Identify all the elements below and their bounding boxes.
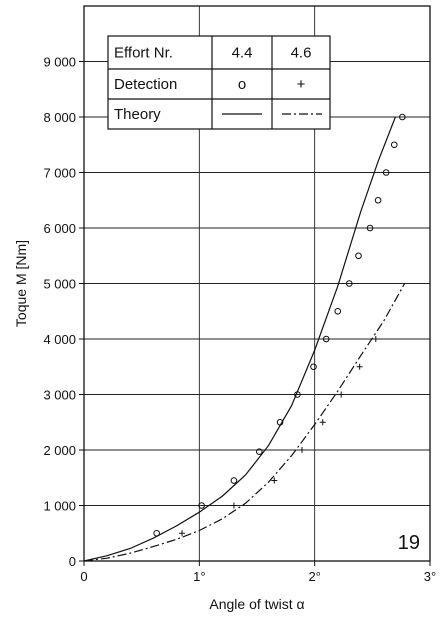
legend-detection-symbol-2: + bbox=[297, 76, 306, 93]
legend-box bbox=[107, 35, 331, 130]
theory-curve-solid bbox=[83, 116, 396, 562]
data-points bbox=[153, 113, 406, 537]
point-circle bbox=[366, 224, 374, 232]
y-tick-label: 3 000 bbox=[43, 388, 76, 403]
y-tick-label: 0 bbox=[69, 554, 76, 569]
legend-detection-symbol-1: o bbox=[238, 76, 246, 93]
y-tick-label: 4 000 bbox=[43, 332, 76, 347]
legend-header-effort: Effort Nr. bbox=[114, 45, 173, 62]
x-tick-label: 0 bbox=[80, 569, 87, 584]
point-circle bbox=[230, 477, 238, 484]
legend-theory-label: Theory bbox=[114, 106, 161, 123]
x-axis-label: Angle of twist α bbox=[209, 596, 304, 612]
legend-header-effort-2: 4.6 bbox=[291, 45, 312, 62]
point-circle bbox=[334, 307, 342, 315]
y-tick-label: 2 000 bbox=[43, 443, 76, 458]
point-circle bbox=[153, 529, 160, 537]
point-circle bbox=[294, 391, 301, 398]
point-circle bbox=[276, 418, 284, 426]
y-tick-label: 5 000 bbox=[43, 277, 76, 292]
point-circle bbox=[390, 141, 398, 149]
legend-header-effort-1: 4.4 bbox=[232, 45, 253, 62]
x-tick-label: 2° bbox=[308, 569, 320, 584]
point-plus bbox=[356, 363, 363, 370]
point-plus bbox=[271, 477, 278, 484]
point-plus bbox=[338, 391, 345, 398]
y-tick-label: 9 000 bbox=[43, 55, 76, 70]
point-circle bbox=[382, 169, 390, 176]
point-circle bbox=[256, 448, 263, 455]
point-circle bbox=[345, 280, 353, 287]
point-plus bbox=[230, 502, 237, 509]
legend-detection-label: Detection bbox=[114, 76, 177, 93]
point-plus bbox=[372, 336, 379, 342]
point-plus bbox=[319, 419, 326, 426]
y-tick-label: 7 000 bbox=[43, 166, 76, 181]
point-plus bbox=[179, 530, 186, 537]
point-circle bbox=[198, 502, 205, 509]
y-tick-label: 6 000 bbox=[43, 221, 76, 236]
theory-curves bbox=[83, 116, 406, 562]
point-plus bbox=[298, 447, 305, 453]
figure-number: 19 bbox=[398, 532, 420, 554]
theory-curve-dashdot bbox=[83, 283, 406, 562]
point-circle bbox=[399, 113, 406, 121]
x-tick-label: 3° bbox=[424, 569, 436, 584]
point-circle bbox=[322, 335, 330, 343]
axis-ticks: 0 1 000 2 000 3 000 4 000 5 000 6 000 7 000 8 00… bbox=[43, 55, 436, 585]
x-tick-label: 1° bbox=[193, 569, 205, 584]
point-circle bbox=[374, 196, 382, 204]
y-axis-label: Toque M [Nm] bbox=[13, 240, 29, 327]
point-circle bbox=[310, 363, 317, 371]
y-tick-label: 8 000 bbox=[43, 110, 76, 125]
y-tick-label: 1 000 bbox=[43, 499, 76, 514]
point-circle bbox=[355, 252, 362, 260]
legend-table: Effort Nr. 4.4 4.6 Detection o + Theory bbox=[107, 35, 331, 130]
